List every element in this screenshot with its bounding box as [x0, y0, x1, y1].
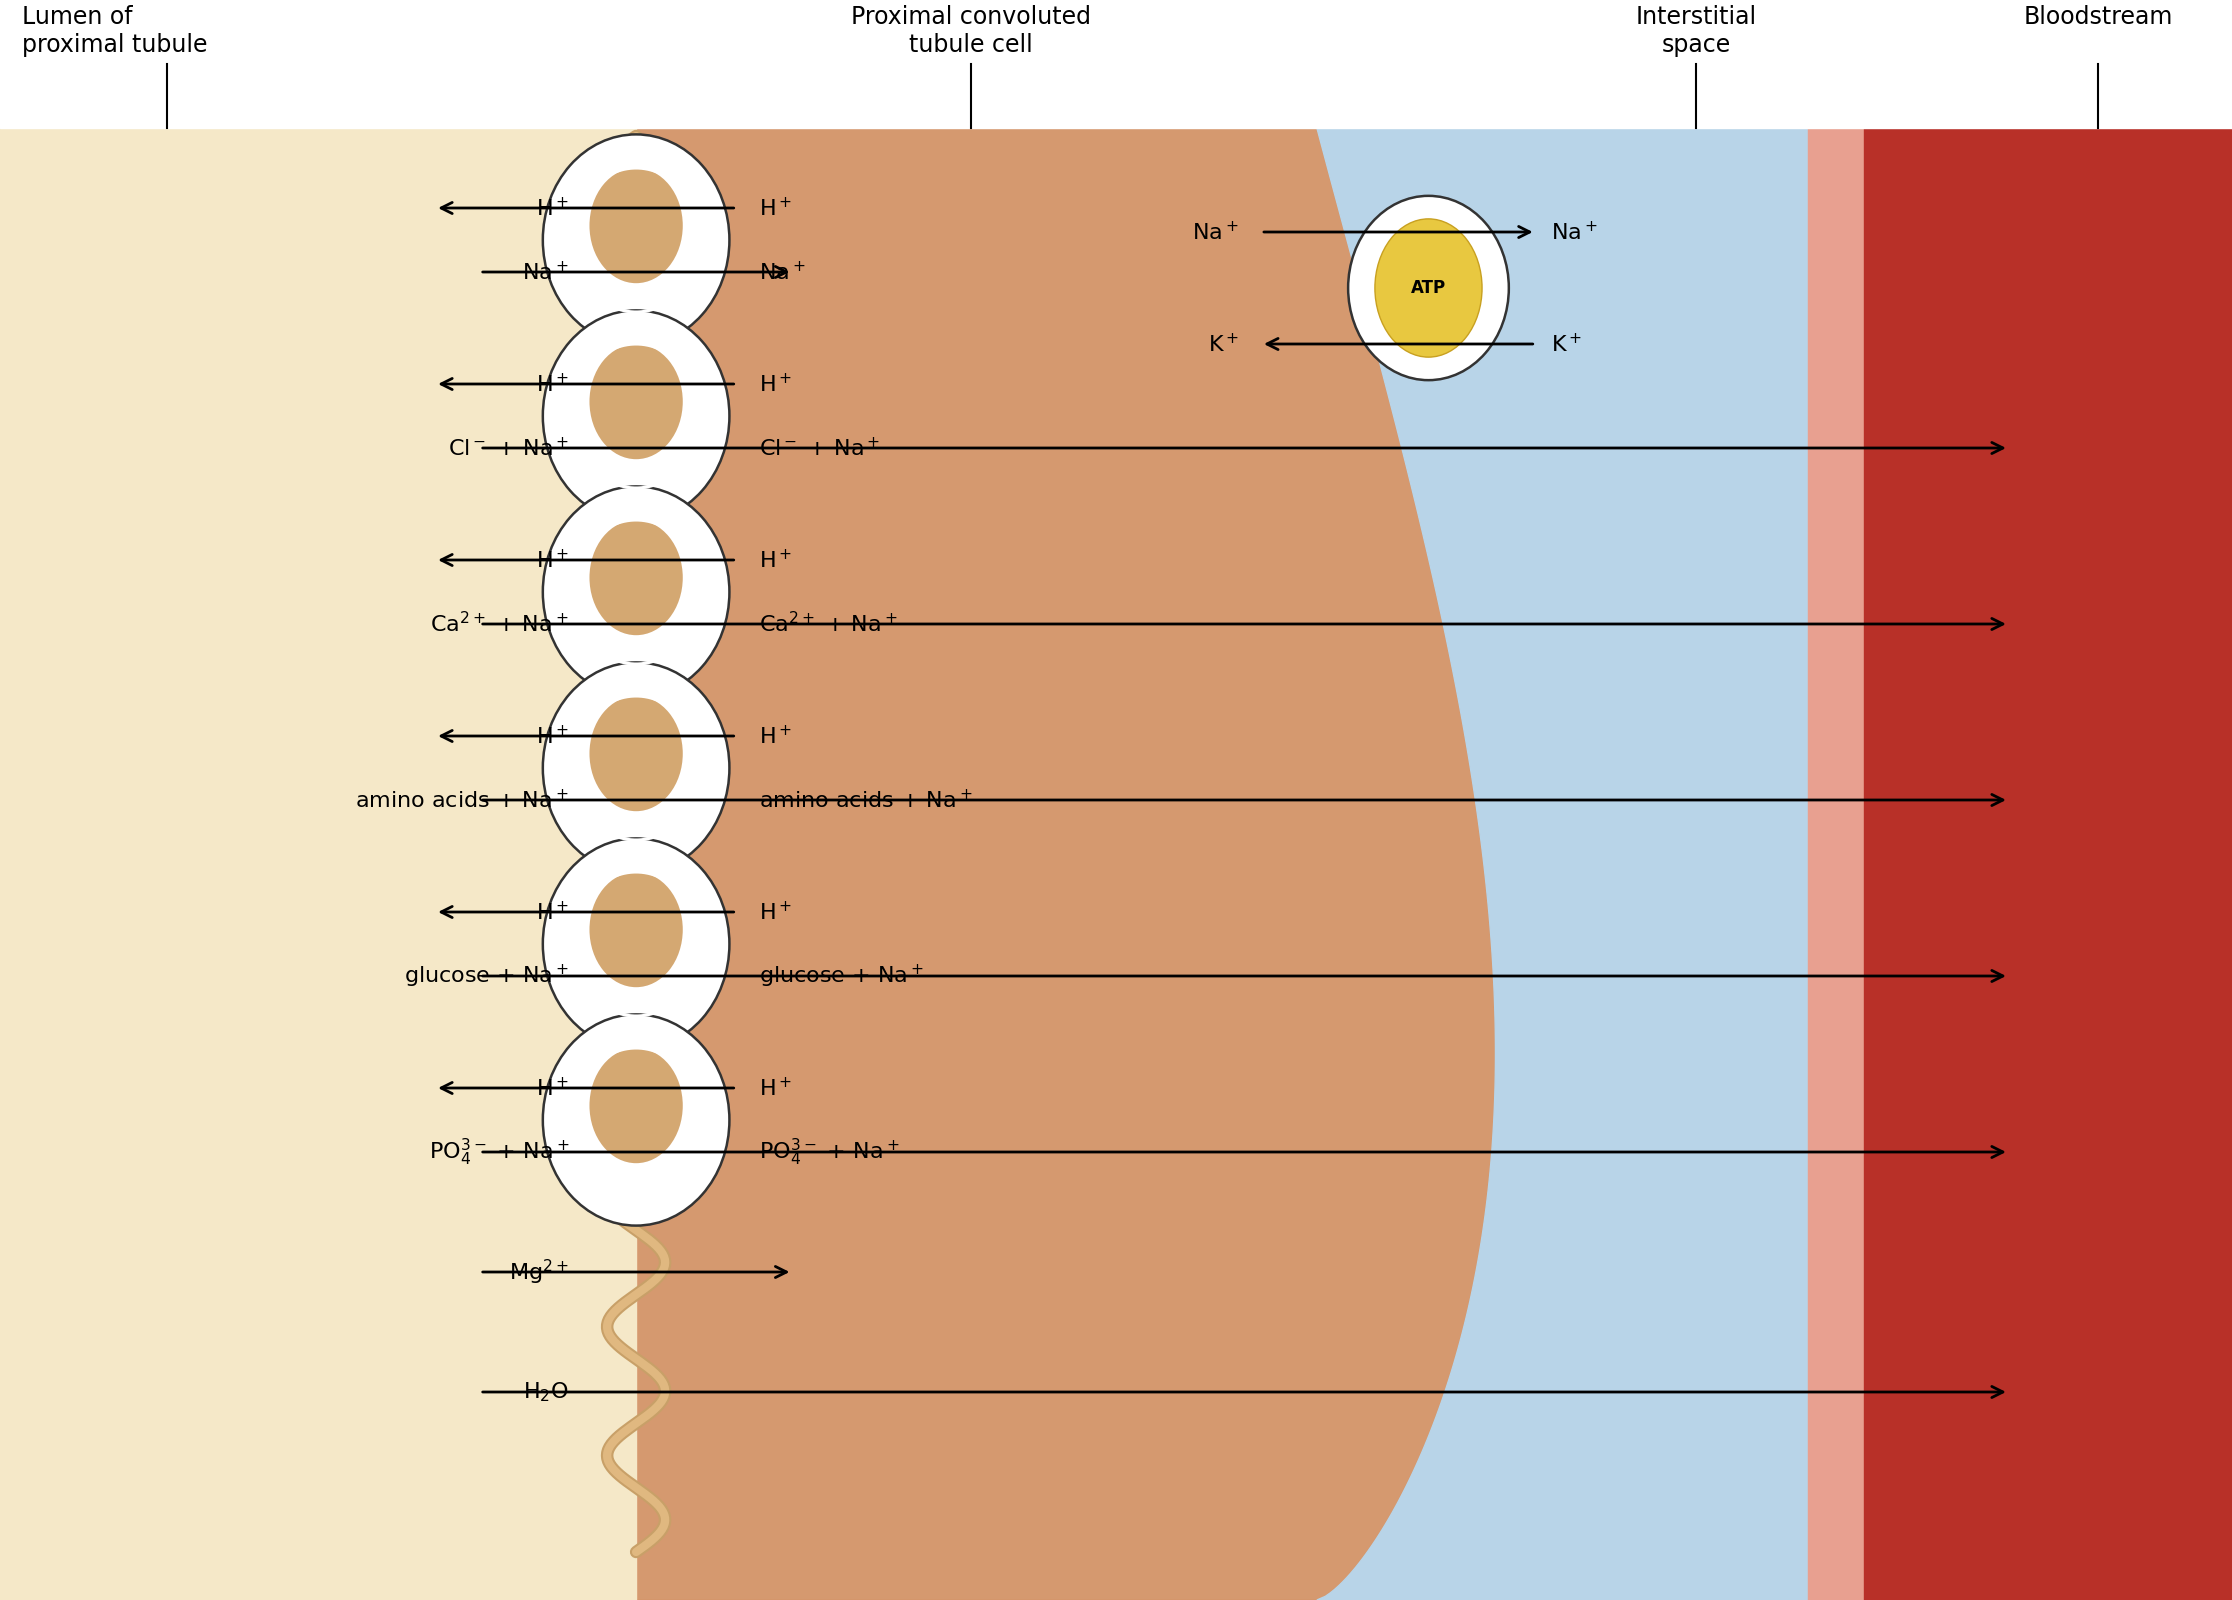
Text: Na$^+$: Na$^+$	[522, 261, 569, 283]
Text: H$_2$O: H$_2$O	[525, 1381, 569, 1403]
Text: ATP: ATP	[1411, 278, 1446, 298]
Polygon shape	[1317, 128, 1808, 1600]
Bar	[1864, 128, 2232, 1600]
Text: H$^+$: H$^+$	[536, 1077, 569, 1099]
Text: H$^+$: H$^+$	[759, 725, 792, 747]
Ellipse shape	[542, 310, 730, 522]
Text: H$^+$: H$^+$	[536, 901, 569, 923]
Text: Proximal convoluted
tubule cell: Proximal convoluted tubule cell	[850, 5, 1091, 56]
Text: H$^+$: H$^+$	[536, 549, 569, 571]
Text: Mg$^{2+}$: Mg$^{2+}$	[509, 1258, 569, 1286]
Ellipse shape	[542, 662, 730, 874]
Ellipse shape	[1348, 195, 1509, 381]
Text: PO$_4^{3-}$ + Na$^+$: PO$_4^{3-}$ + Na$^+$	[429, 1136, 569, 1168]
Ellipse shape	[542, 1014, 730, 1226]
Text: H$^+$: H$^+$	[536, 725, 569, 747]
Text: H$^+$: H$^+$	[759, 373, 792, 395]
Ellipse shape	[589, 168, 683, 283]
Bar	[1808, 128, 1864, 1600]
Polygon shape	[636, 128, 1495, 1600]
Text: amino acids + Na$^+$: amino acids + Na$^+$	[759, 789, 973, 811]
Text: H$^+$: H$^+$	[759, 197, 792, 219]
Text: H$^+$: H$^+$	[759, 1077, 792, 1099]
Text: H$^+$: H$^+$	[759, 549, 792, 571]
Text: H$^+$: H$^+$	[536, 197, 569, 219]
Text: Na$^+$: Na$^+$	[1192, 221, 1239, 243]
Text: Bloodstream: Bloodstream	[2024, 5, 2172, 29]
Bar	[0, 0, 2232, 128]
Text: Interstitial
space: Interstitial space	[1636, 5, 1757, 56]
Text: glucose + Na$^+$: glucose + Na$^+$	[404, 962, 569, 990]
Ellipse shape	[589, 696, 683, 811]
Bar	[0, 128, 636, 1600]
Text: Na$^+$: Na$^+$	[759, 261, 806, 283]
Ellipse shape	[542, 838, 730, 1050]
Text: K$^+$: K$^+$	[1551, 333, 1582, 355]
Ellipse shape	[589, 344, 683, 459]
Ellipse shape	[542, 134, 730, 346]
Ellipse shape	[589, 1048, 683, 1163]
Text: Na$^+$: Na$^+$	[1551, 221, 1598, 243]
Text: H$^+$: H$^+$	[536, 373, 569, 395]
Ellipse shape	[542, 486, 730, 698]
Ellipse shape	[589, 520, 683, 635]
Text: Ca$^{2+}$ + Na$^+$: Ca$^{2+}$ + Na$^+$	[759, 611, 897, 637]
Text: PO$_4^{3-}$ + Na$^+$: PO$_4^{3-}$ + Na$^+$	[759, 1136, 899, 1168]
Text: H$^+$: H$^+$	[759, 901, 792, 923]
Ellipse shape	[1375, 219, 1482, 357]
Text: glucose + Na$^+$: glucose + Na$^+$	[759, 962, 924, 990]
Text: K$^+$: K$^+$	[1208, 333, 1239, 355]
Text: Ca$^{2+}$ + Na$^+$: Ca$^{2+}$ + Na$^+$	[431, 611, 569, 637]
Ellipse shape	[589, 872, 683, 987]
Text: Cl$^-$ + Na$^+$: Cl$^-$ + Na$^+$	[759, 437, 879, 459]
Text: amino acids + Na$^+$: amino acids + Na$^+$	[355, 789, 569, 811]
Text: Lumen of
proximal tubule: Lumen of proximal tubule	[22, 5, 208, 56]
Text: Cl$^-$ + Na$^+$: Cl$^-$ + Na$^+$	[449, 437, 569, 459]
